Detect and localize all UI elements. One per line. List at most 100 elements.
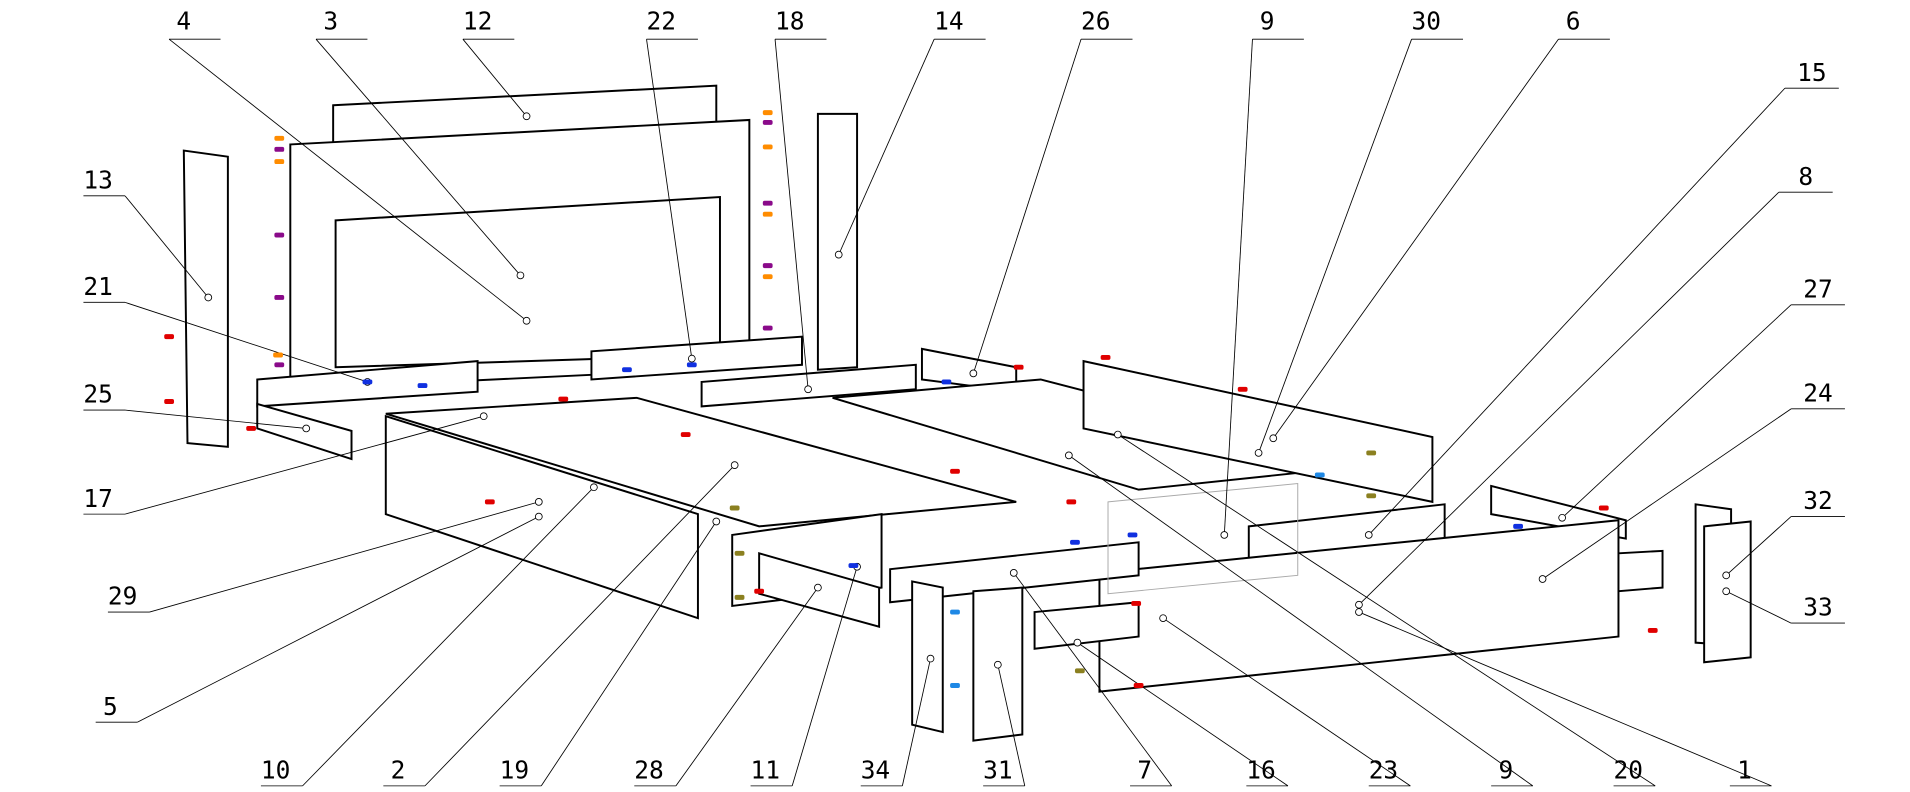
- callout-number: 26: [1081, 6, 1110, 35]
- callout-number: 12: [463, 6, 492, 35]
- callout-number: 24: [1803, 379, 1832, 408]
- leader-line: [1542, 408, 1792, 580]
- part-6-right-panel: [1082, 359, 1434, 504]
- callout: 17: [83, 412, 488, 515]
- callout: 20: [1113, 430, 1656, 787]
- callout: 9: [1220, 6, 1304, 539]
- callout: 6: [1269, 6, 1610, 443]
- leader-dot: [1722, 571, 1731, 580]
- fastener-olive: [1366, 450, 1377, 456]
- callout-number: 14: [934, 6, 963, 35]
- fastener-blue: [1513, 523, 1523, 529]
- callout-number: 7: [1137, 756, 1152, 785]
- fastener-orange: [274, 159, 285, 165]
- callout: 7: [1009, 569, 1173, 787]
- fastener-red: [950, 468, 960, 474]
- fastener-purple: [274, 232, 285, 238]
- callout: 10: [261, 483, 598, 787]
- fastener-orange: [762, 274, 773, 280]
- leader-dot: [1722, 587, 1731, 596]
- part-9-panel-outline: [1107, 482, 1299, 595]
- leader-line: [124, 195, 209, 298]
- callout: 29: [108, 498, 543, 613]
- leader-dot: [522, 112, 531, 121]
- callout-number: 10: [261, 756, 290, 785]
- leader-dot: [302, 424, 311, 433]
- callout: 14: [834, 6, 986, 259]
- leader-line: [124, 415, 484, 515]
- fastener-olive: [1366, 493, 1377, 499]
- fastener-red: [1013, 364, 1024, 370]
- leader-line: [774, 39, 809, 390]
- leader-dot: [926, 654, 935, 663]
- fastener-red: [1647, 627, 1658, 633]
- fastener-red: [1100, 354, 1111, 360]
- callout-number: 29: [108, 582, 137, 611]
- fastener-red: [164, 334, 175, 340]
- fastener-purple: [274, 362, 285, 368]
- callout-number: 9: [1498, 756, 1513, 785]
- fastener-red: [484, 499, 495, 505]
- leader-dot: [730, 461, 739, 470]
- leader-line: [125, 409, 307, 429]
- fastener-red: [1237, 386, 1248, 392]
- leader-line: [462, 38, 527, 117]
- fastener-red: [164, 399, 175, 404]
- fastener-orange: [762, 144, 773, 150]
- leader-dot: [993, 660, 1002, 669]
- callout-number: 1: [1737, 756, 1752, 785]
- leader-line: [149, 501, 539, 613]
- leader-dot: [479, 412, 488, 421]
- callout: 25: [83, 380, 311, 433]
- fastener-red: [1131, 601, 1142, 606]
- leader-line: [1368, 87, 1786, 536]
- leader-line: [1162, 617, 1411, 787]
- parts: [182, 84, 1752, 742]
- callout: 23: [1159, 614, 1411, 787]
- fastener-orange: [273, 352, 283, 358]
- leader-line: [646, 39, 693, 359]
- leader-line: [1725, 516, 1792, 576]
- callout: 4: [168, 6, 531, 325]
- leader-dot: [1355, 600, 1363, 609]
- part-22-rail: [590, 335, 803, 381]
- leader-dot: [804, 385, 812, 394]
- callout-number: 15: [1797, 58, 1826, 87]
- leader-line: [1077, 642, 1289, 787]
- leader-line: [1358, 191, 1780, 606]
- fastener-blue: [848, 563, 859, 568]
- callout-number: 17: [83, 484, 112, 513]
- callout: 30: [1254, 6, 1464, 457]
- callout: 31: [983, 660, 1026, 787]
- fastener-orange: [762, 211, 773, 217]
- fastener-blue: [1127, 532, 1138, 538]
- leader-line: [791, 566, 858, 787]
- fastener-light-blue: [950, 683, 960, 688]
- leader-dot: [1355, 608, 1363, 616]
- callout: 12: [462, 6, 531, 121]
- callout-number: 33: [1803, 593, 1832, 622]
- leader-line: [1068, 455, 1534, 787]
- part-4-headboard-panel: [334, 196, 721, 369]
- callout: 33: [1722, 587, 1845, 624]
- leader-line: [675, 587, 819, 787]
- part-14-post: [816, 112, 859, 371]
- callout: 34: [861, 654, 935, 787]
- fastener-red: [754, 588, 765, 594]
- leader-dot: [590, 483, 598, 492]
- fastener-blue: [941, 379, 952, 385]
- part-24-lip: [1617, 549, 1664, 593]
- leader-line: [1358, 611, 1772, 787]
- fastener-red: [1133, 683, 1144, 688]
- leader-line: [124, 301, 368, 383]
- callout-number: 3: [323, 6, 338, 35]
- callout-number: 19: [500, 756, 529, 785]
- fastener-blue: [686, 362, 697, 368]
- leader-line: [1223, 39, 1253, 535]
- leader-dot: [834, 250, 843, 259]
- callouts: 4 3 12 22 18 14 26 9 30 6158272432331321251729510…: [83, 6, 1845, 787]
- fastener-red: [680, 432, 691, 438]
- callout: 5: [95, 512, 543, 723]
- leader-line: [424, 464, 735, 787]
- leader-dot: [516, 271, 525, 280]
